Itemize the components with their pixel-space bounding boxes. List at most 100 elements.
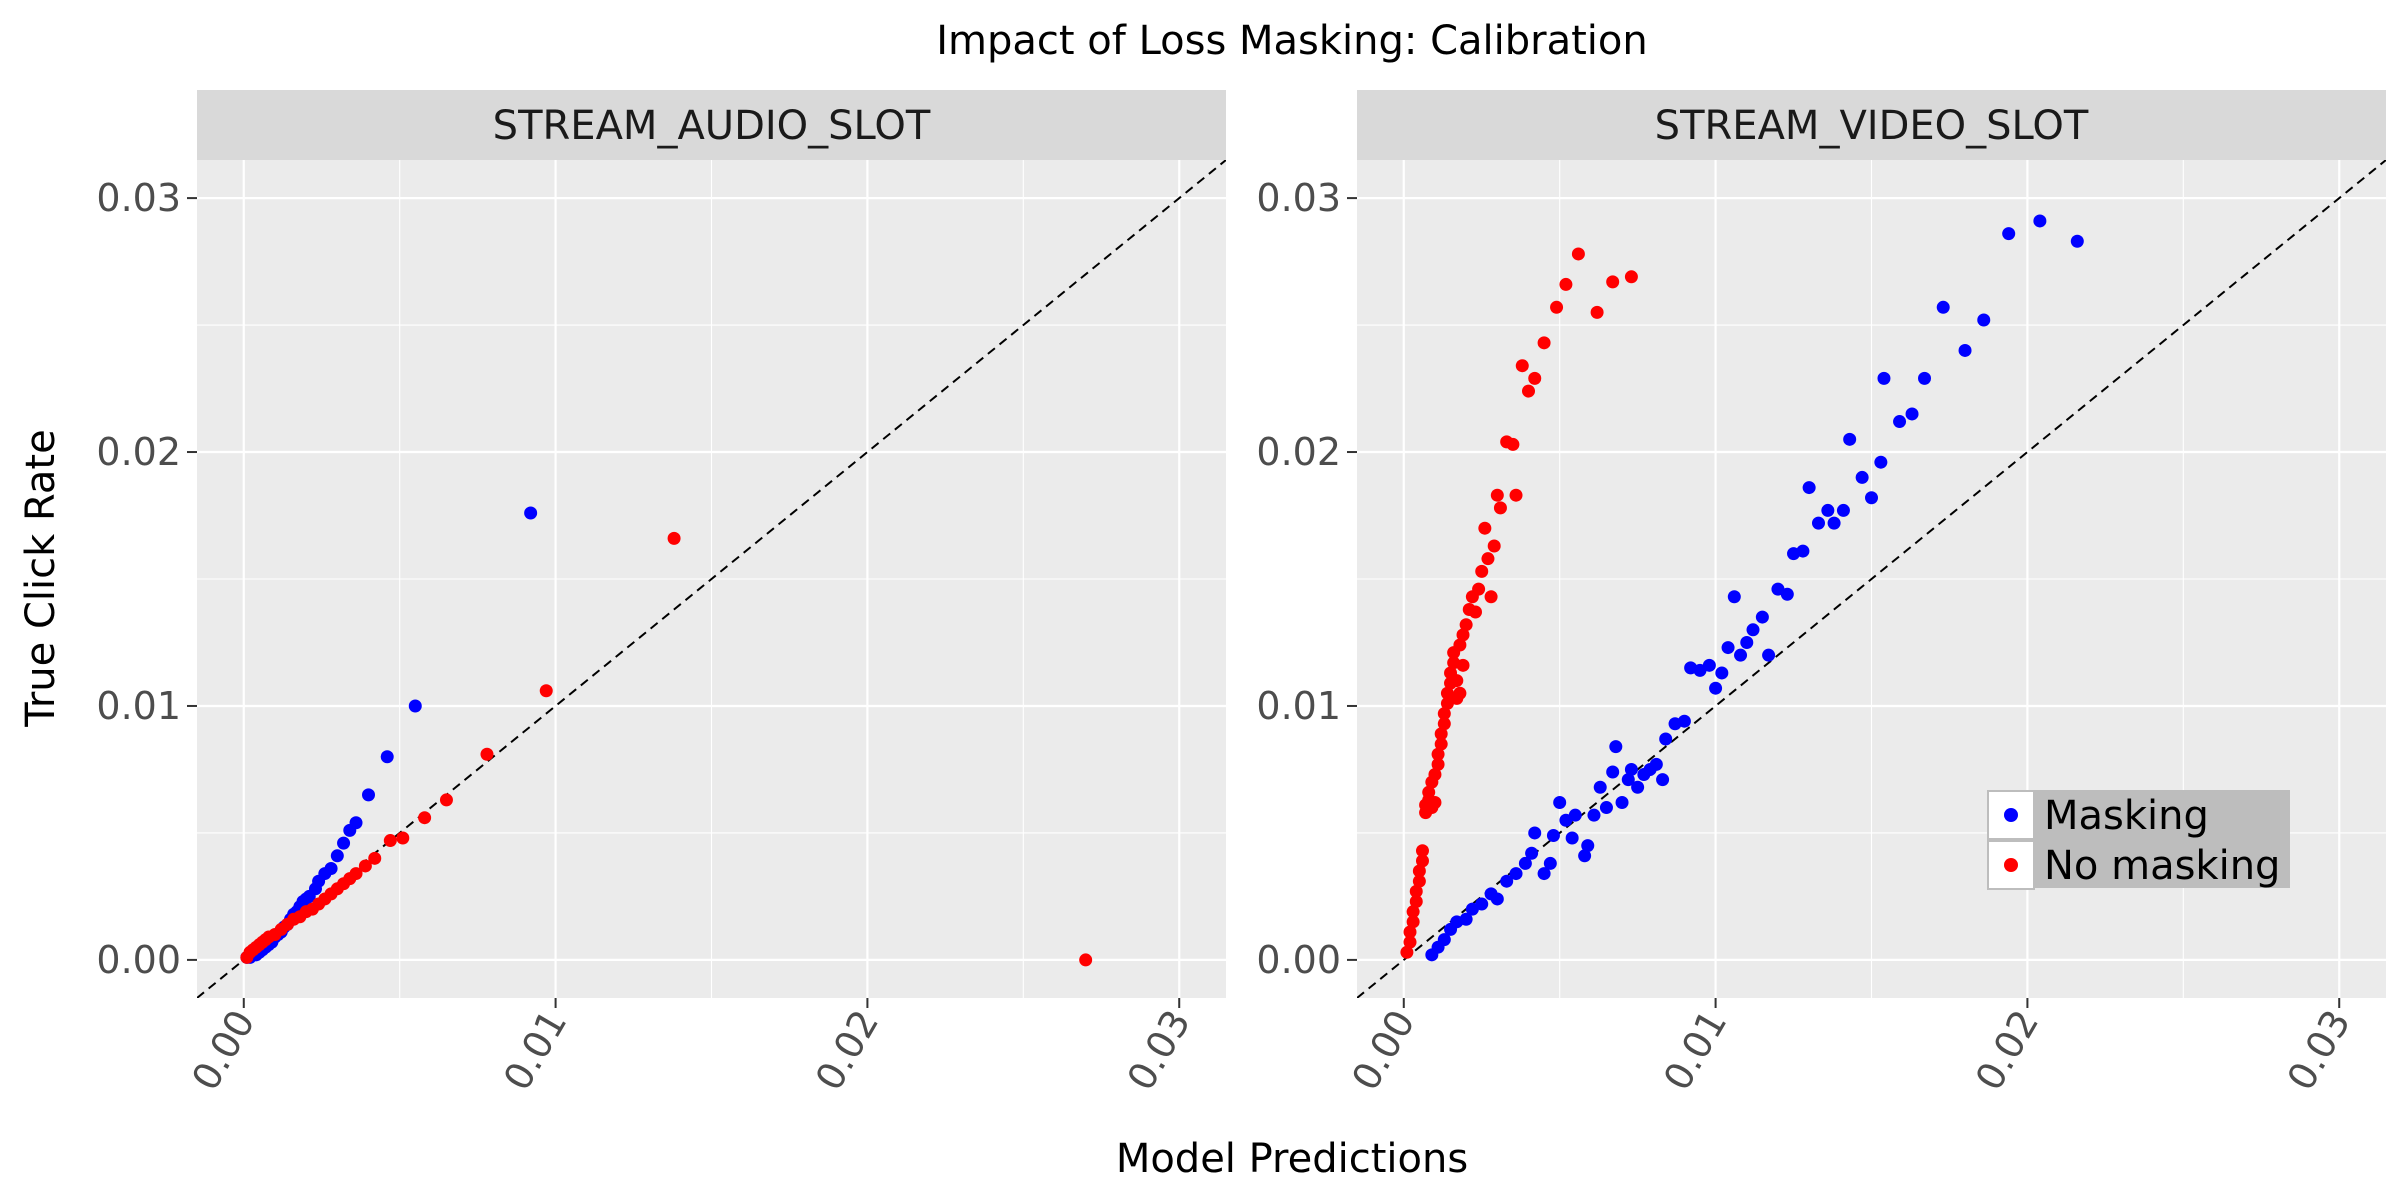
data-point <box>1428 795 1442 809</box>
data-point <box>1509 867 1523 881</box>
y-tick-label: 0.01 <box>1256 684 1341 728</box>
data-point <box>1487 539 1501 553</box>
data-point <box>1406 905 1420 919</box>
x-tick-label: 0.02 <box>807 1003 887 1098</box>
legend-marker <box>2004 858 2018 872</box>
data-point <box>439 793 453 807</box>
x-tick-label: 0.03 <box>1119 1003 1199 1098</box>
x-tick-label: 0.01 <box>1655 1003 1735 1098</box>
data-point <box>1490 892 1504 906</box>
data-point <box>1459 618 1473 632</box>
data-point <box>2033 214 2047 228</box>
x-tick-label: 0.02 <box>1967 1003 2047 1098</box>
data-point <box>1546 828 1560 842</box>
data-point <box>418 811 432 825</box>
data-point <box>1431 757 1445 771</box>
data-point <box>1649 757 1663 771</box>
data-point <box>368 851 382 865</box>
data-point <box>1827 516 1841 530</box>
data-point <box>1918 371 1932 385</box>
data-point <box>1409 884 1423 898</box>
data-point <box>1606 765 1620 779</box>
data-point <box>1762 648 1776 662</box>
data-point <box>1727 590 1741 604</box>
data-point <box>380 750 394 764</box>
data-point <box>330 849 344 863</box>
data-point <box>1403 935 1417 949</box>
data-point <box>1415 844 1429 858</box>
data-point <box>1656 773 1670 787</box>
data-point <box>480 747 494 761</box>
data-point <box>1415 854 1429 868</box>
data-point <box>1079 953 1093 967</box>
legend-label: Masking <box>2044 793 2209 839</box>
data-point <box>1593 780 1607 794</box>
y-tick-label: 0.00 <box>1256 938 1341 982</box>
data-point <box>1677 714 1691 728</box>
legend-marker <box>2004 808 2018 822</box>
data-point <box>1522 384 1535 398</box>
x-tick-label: 0.00 <box>1343 1003 1423 1098</box>
data-point <box>1755 610 1769 624</box>
data-point <box>1450 674 1464 688</box>
chart-title: Impact of Loss Masking: Calibration <box>936 18 1647 64</box>
data-point <box>1624 270 1638 284</box>
data-point <box>349 816 363 830</box>
data-point <box>1565 831 1579 845</box>
data-point <box>1537 336 1551 350</box>
data-point <box>1581 839 1595 853</box>
data-point <box>383 834 397 848</box>
series-masking <box>1425 214 2084 962</box>
x-tick-label: 0.00 <box>183 1003 263 1098</box>
legend-box <box>1988 790 2290 888</box>
data-point <box>1403 925 1417 939</box>
data-point <box>1624 762 1638 776</box>
data-point <box>1599 801 1613 815</box>
data-point <box>1437 717 1451 731</box>
data-point <box>1456 658 1470 672</box>
data-point <box>1578 849 1592 863</box>
data-point <box>1528 826 1542 840</box>
data-point <box>1977 313 1991 327</box>
data-point <box>1606 275 1620 289</box>
data-point <box>1631 780 1645 794</box>
data-point <box>358 859 372 873</box>
data-point <box>1877 371 1891 385</box>
data-point <box>1453 638 1467 652</box>
data-point <box>1437 933 1451 947</box>
data-point <box>1559 277 1573 291</box>
data-point <box>1409 895 1423 909</box>
data-point <box>1587 808 1601 822</box>
data-point <box>1796 544 1810 558</box>
x-axis-title: Model Predictions <box>1116 1136 1468 1182</box>
data-point <box>1621 773 1635 787</box>
facet-strip-label: STREAM_AUDIO_SLOT <box>493 103 931 149</box>
data-point <box>539 684 553 698</box>
data-point <box>1659 732 1673 746</box>
y-tick-label: 0.02 <box>96 430 181 474</box>
data-point <box>2002 227 2016 241</box>
data-point <box>362 788 375 802</box>
data-point <box>1893 415 1907 429</box>
data-point <box>1836 503 1850 517</box>
y-tick-label: 0.02 <box>1256 430 1341 474</box>
data-point <box>1609 740 1623 754</box>
data-point <box>667 531 681 545</box>
data-point <box>1431 747 1445 761</box>
data-point <box>1515 359 1529 373</box>
data-point <box>1802 481 1816 495</box>
data-point <box>1843 432 1857 446</box>
x-tick-label: 0.03 <box>2279 1003 2359 1098</box>
data-point <box>1434 737 1448 751</box>
data-point <box>1484 590 1498 604</box>
data-point <box>1475 897 1489 911</box>
data-point <box>1553 795 1567 809</box>
data-point <box>1437 707 1451 721</box>
data-point <box>1528 371 1542 385</box>
data-point <box>1456 628 1470 642</box>
identity-reference-line <box>1357 160 2386 998</box>
identity-reference-line <box>197 160 1226 998</box>
data-point <box>396 831 410 845</box>
data-point <box>408 699 422 713</box>
